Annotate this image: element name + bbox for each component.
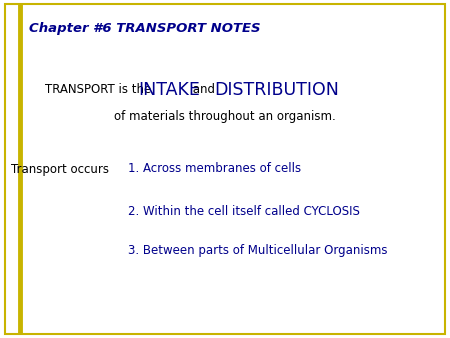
Text: TRANSPORT is the: TRANSPORT is the <box>45 83 155 96</box>
Text: 1. Across membranes of cells: 1. Across membranes of cells <box>128 163 302 175</box>
Text: Chapter #6 TRANSPORT NOTES: Chapter #6 TRANSPORT NOTES <box>29 22 261 35</box>
Text: 3. Between parts of Multicellular Organisms: 3. Between parts of Multicellular Organi… <box>128 244 388 257</box>
Text: 2. Within the cell itself called CYCLOSIS: 2. Within the cell itself called CYCLOSI… <box>128 205 360 218</box>
Text: DISTRIBUTION: DISTRIBUTION <box>214 80 339 99</box>
Text: and: and <box>189 83 219 96</box>
Text: Transport occurs: Transport occurs <box>11 163 109 175</box>
Text: of materials throughout an organism.: of materials throughout an organism. <box>114 110 336 123</box>
Text: INTAKE: INTAKE <box>139 80 201 99</box>
